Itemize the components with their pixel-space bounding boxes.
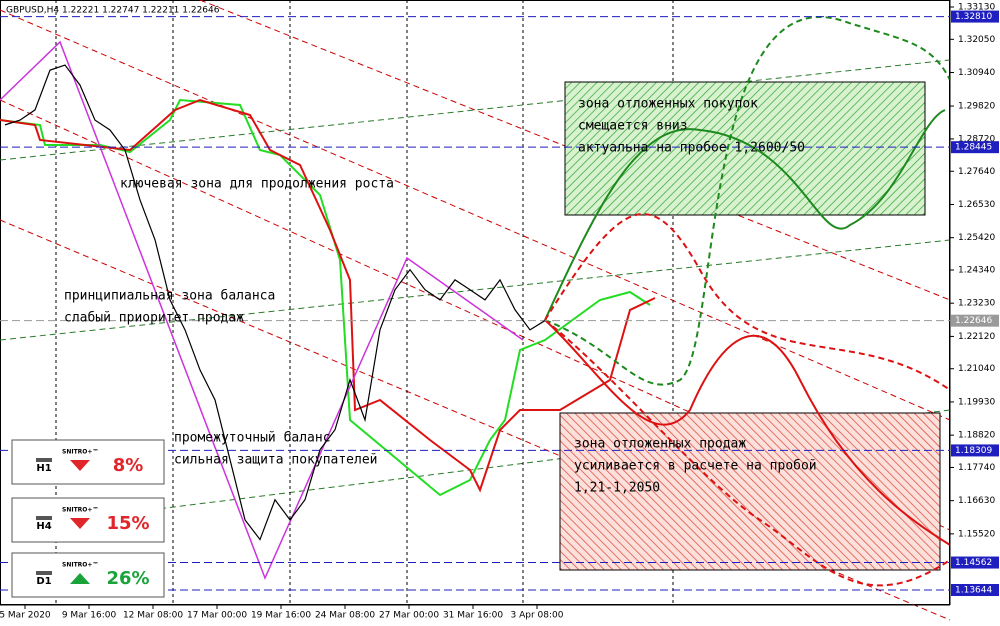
y-tick-label: 1.27640 <box>958 167 995 177</box>
y-tick-label: 1.16630 <box>958 496 995 506</box>
annotation: сильная защита покупателей <box>174 453 378 468</box>
y-tick-label: 1.21040 <box>958 364 995 374</box>
annotation: слабый приоритет продаж <box>64 311 244 326</box>
indicator-brand: SNITRO+™ <box>62 507 98 514</box>
level-label: 1.32810 <box>955 12 992 22</box>
level-label: 1.14562 <box>955 558 992 568</box>
zigzag <box>0 40 524 580</box>
annotation: 1,21-1,2050 <box>574 481 660 496</box>
y-tick-label: 1.33130 <box>958 3 995 13</box>
y-tick-label: 1.15520 <box>958 529 995 539</box>
level-label: 1.13644 <box>955 586 992 596</box>
y-tick-label: 1.24340 <box>958 265 995 275</box>
level-tag <box>951 141 999 154</box>
y-tick-label: 1.18820 <box>958 431 995 441</box>
y-tick-label: 1.22120 <box>958 332 995 342</box>
buy-zone <box>564 81 926 216</box>
x-tick-label: 5 Mar 2020 <box>0 611 51 621</box>
x-tick-label: 27 Mar 00:00 <box>379 611 439 621</box>
indicator-timeframe: D1 <box>36 576 51 587</box>
level-label: 1.28445 <box>955 143 992 153</box>
annotation: принципиальная зона баланса <box>64 289 275 304</box>
y-tick-label: 1.28720 <box>958 134 995 144</box>
level-tag <box>951 584 999 597</box>
annotation: усиливается в расчете на пробой <box>574 459 817 474</box>
x-tick-label: 31 Mar 16:00 <box>443 611 503 621</box>
chart-title: GBPUSD,H4 1.22221 1.22747 1.22211 1.2264… <box>6 6 220 16</box>
ichimoku <box>0 98 656 497</box>
indicator-brand: SNITRO+™ <box>62 562 98 569</box>
x-tick-label: 19 Mar 16:00 <box>251 611 311 621</box>
level-label: 1.18309 <box>955 446 992 456</box>
forecast <box>544 16 951 587</box>
x-tick-label: 24 Mar 08:00 <box>315 611 375 621</box>
level-tag <box>951 10 999 23</box>
price-axis <box>950 0 1000 626</box>
indicator-brand: SNITRO+™ <box>62 449 98 456</box>
indicator-arrow <box>70 460 90 471</box>
indicator-timeframe: H1 <box>36 463 51 474</box>
indicator-value: 15% <box>106 513 149 534</box>
annotation: зона отложенных продаж <box>574 437 746 452</box>
y-tick-label: 1.32050 <box>958 35 995 45</box>
indicator-value: 8% <box>113 455 144 476</box>
y-tick-label: 1.19930 <box>958 397 995 407</box>
level-tag <box>951 444 999 457</box>
tf-icon <box>36 571 52 575</box>
x-tick-label: 9 Mar 16:00 <box>62 611 117 621</box>
x-tick-label: 12 Mar 08:00 <box>123 611 183 621</box>
price-line <box>4 64 546 541</box>
level-label: 1.22646 <box>955 316 992 326</box>
y-tick-label: 1.26530 <box>958 200 995 210</box>
y-tick-label: 1.29820 <box>958 102 995 112</box>
annotation: ключевая зона для продолжения роста <box>120 177 394 192</box>
sell-zone <box>559 412 941 571</box>
annotation: промежуточный баланс <box>174 431 331 446</box>
tf-icon <box>36 516 52 520</box>
level-tag <box>951 556 999 569</box>
annotation: зона отложенных покупок <box>578 97 758 112</box>
y-tick-label: 1.25420 <box>958 233 995 243</box>
annotation: смещается вниз <box>578 119 688 134</box>
level-tag <box>951 314 999 327</box>
y-tick-label: 1.17740 <box>958 463 995 473</box>
indicator-arrow <box>70 518 90 529</box>
annotation: актуальна на пробое 1,2600/50 <box>578 141 805 156</box>
indicator-timeframe: H4 <box>36 521 51 532</box>
indicator-arrow <box>70 573 90 584</box>
x-tick-label: 17 Mar 00:00 <box>187 611 247 621</box>
y-tick-label: 1.30940 <box>958 68 995 78</box>
y-tick-label: 1.23230 <box>958 299 995 309</box>
tf-icon <box>36 458 52 462</box>
x-tick-label: 3 Apr 08:00 <box>511 611 564 621</box>
indicator-value: 26% <box>106 568 149 589</box>
